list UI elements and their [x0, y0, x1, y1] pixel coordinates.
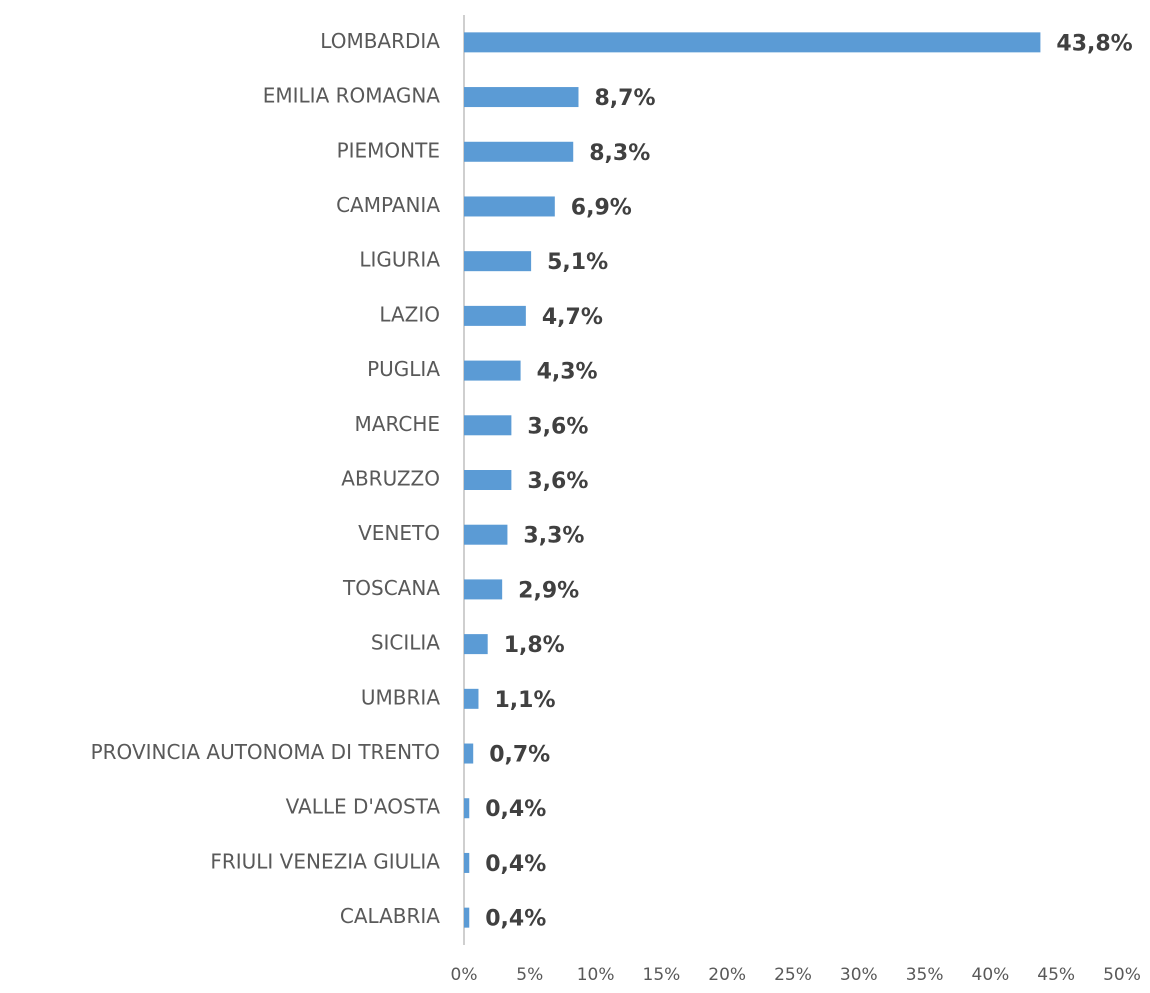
x-tick-label: 35% [906, 965, 944, 985]
value-label: 4,7% [542, 305, 603, 330]
x-tick-label: 40% [972, 965, 1010, 985]
value-label: 3,3% [523, 524, 584, 549]
value-label: 6,9% [571, 195, 632, 220]
y-tick-label: UMBRIA [361, 685, 440, 709]
x-tick-label: 0% [451, 965, 478, 985]
bar [464, 524, 508, 545]
x-tick-label: 30% [840, 965, 878, 985]
bar [464, 141, 574, 162]
bar [464, 852, 470, 873]
value-label: 3,6% [527, 469, 588, 494]
bar [464, 196, 555, 217]
bar [464, 360, 521, 381]
x-tick-label: 45% [1037, 965, 1075, 985]
value-label: 0,4% [485, 797, 546, 822]
bar [464, 579, 503, 600]
bar [464, 470, 512, 490]
x-tick-label: 10% [577, 965, 615, 985]
bar [464, 688, 479, 709]
x-tick-label: 15% [643, 965, 681, 985]
value-label: 3,6% [527, 414, 588, 439]
bar [464, 32, 1041, 53]
y-tick-label: FRIULI VENEZIA GIULIA [210, 849, 440, 873]
bar [464, 798, 470, 819]
value-label: 0,4% [485, 907, 546, 932]
value-label: 5,1% [547, 250, 608, 275]
y-tick-label: TOSCANA [342, 576, 440, 600]
bar [464, 907, 470, 928]
y-tick-label: SICILIA [371, 631, 440, 655]
x-tick-label: 50% [1103, 965, 1141, 985]
value-label: 8,7% [594, 86, 655, 111]
y-tick-label: LAZIO [379, 302, 440, 326]
value-label: 0,4% [485, 852, 546, 877]
bar [464, 415, 512, 436]
value-label: 43,8% [1056, 31, 1132, 56]
y-tick-label: VENETO [358, 521, 440, 545]
y-tick-label: CAMPANIA [336, 193, 440, 217]
y-tick-label: EMILIA ROMAGNA [263, 84, 441, 108]
value-label: 2,9% [518, 578, 579, 603]
x-tick-label: 5% [516, 965, 543, 985]
y-tick-label: ABRUZZO [341, 467, 440, 491]
value-label: 1,8% [504, 633, 565, 658]
value-label: 0,7% [489, 743, 550, 768]
y-tick-label: PROVINCIA AUTONOMA DI TRENTO [91, 740, 440, 764]
bar [464, 743, 474, 764]
y-tick-label: PUGLIA [367, 357, 440, 381]
y-tick-label: LIGURIA [359, 248, 440, 272]
y-tick-label: CALABRIA [340, 904, 440, 928]
y-tick-label: PIEMONTE [337, 138, 440, 162]
y-tick-label: LOMBARDIA [320, 29, 440, 53]
y-tick-label: VALLE D'AOSTA [286, 795, 441, 819]
bar [464, 305, 526, 326]
bar [464, 87, 579, 108]
bar [464, 634, 488, 655]
x-tick-label: 20% [708, 965, 746, 985]
value-label: 4,3% [537, 360, 598, 385]
value-label: 1,1% [494, 688, 555, 713]
x-tick-label: 25% [774, 965, 812, 985]
y-tick-label: MARCHE [355, 412, 440, 436]
bar [464, 251, 532, 272]
value-label: 8,3% [589, 141, 650, 166]
